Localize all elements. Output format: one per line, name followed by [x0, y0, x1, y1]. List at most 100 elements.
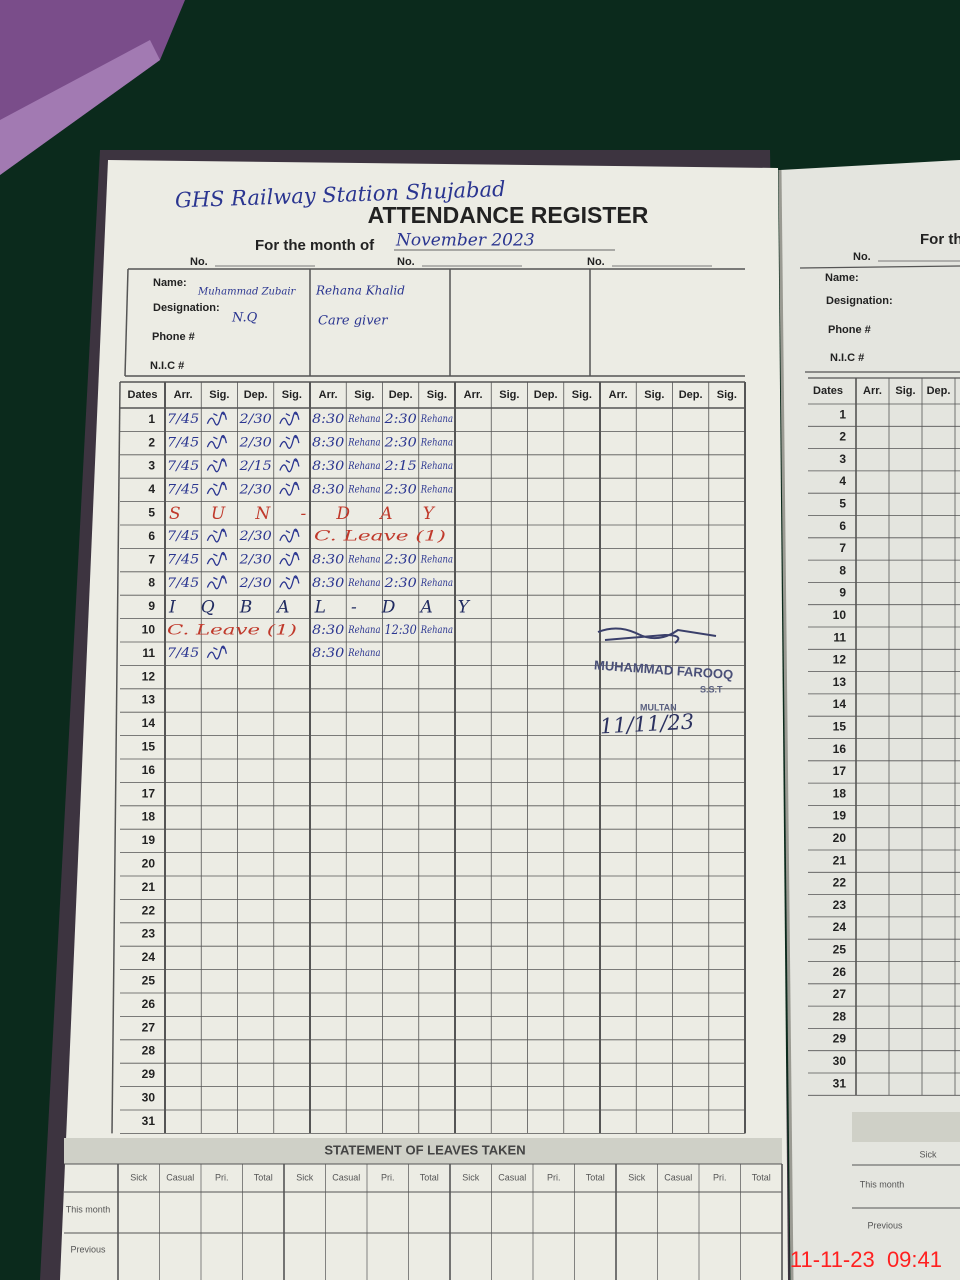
handwritten-entry: 8:30 — [312, 646, 344, 661]
left-page — [60, 160, 788, 1280]
stamp-place: MULTAN — [640, 702, 677, 712]
no-label: No. — [397, 256, 415, 268]
column-header: Sig. — [499, 389, 519, 401]
right-date-number: 22 — [833, 876, 847, 890]
handwritten-entry: 7/45 — [167, 553, 199, 568]
employee-designation: N.Q — [231, 311, 258, 326]
handwritten-entry: 2:30 — [383, 436, 416, 451]
right-date-number: 14 — [833, 697, 847, 711]
leaves-column: Sick — [628, 1172, 646, 1182]
no-label: No. — [587, 256, 605, 268]
date-number: 31 — [142, 1114, 156, 1128]
handwritten-entry: 2/15 — [238, 459, 271, 474]
column-header: Arr. — [174, 389, 193, 401]
date-number: 23 — [142, 927, 156, 941]
stamp-signature — [597, 627, 717, 644]
leaves-column: Casual — [664, 1172, 692, 1182]
right-date-number: 30 — [833, 1054, 847, 1068]
right-column-header: Sig. — [895, 385, 915, 397]
leaves-row: Previous — [70, 1244, 106, 1254]
column-header: Dates — [128, 389, 158, 401]
leaves-column: Sick — [296, 1172, 314, 1182]
right-date-number: 26 — [833, 965, 847, 979]
right-leaves-band — [852, 1112, 960, 1142]
right-month-label: For th — [920, 231, 960, 248]
handwritten-entry: 2/30 — [238, 553, 271, 568]
date-number: 25 — [142, 973, 156, 987]
date-number: 5 — [148, 505, 155, 519]
handwritten-entry: 2:30 — [383, 412, 416, 427]
handwritten-entry: 2:15 — [383, 459, 416, 474]
column-header: Arr. — [464, 389, 483, 401]
right-column-header: Arr. — [863, 385, 882, 397]
rule-line — [799, 265, 960, 269]
signature-scribble — [206, 458, 228, 473]
day-note: I Q B A L - D A Y — [168, 597, 471, 617]
signature-scribble — [279, 434, 300, 449]
leaves-column: Pri. — [547, 1172, 561, 1182]
leaves-column: Casual — [166, 1172, 194, 1182]
right-date-number: 5 — [839, 497, 846, 511]
right-name-label: Name: — [825, 272, 859, 284]
right-date-number: 25 — [833, 943, 847, 957]
column-header: Dep. — [679, 389, 703, 401]
right-nic-label: N.I.C # — [830, 352, 864, 364]
handwritten-entry: 2:30 — [383, 482, 416, 497]
column-header: Sig. — [427, 389, 447, 401]
date-number: 20 — [142, 856, 156, 870]
handwritten-entry: Rehana — [420, 555, 453, 566]
handwritten-entry: 2/30 — [238, 529, 271, 544]
right-column-header: Dep. — [927, 385, 951, 397]
handwritten-entry: 8:30 — [312, 553, 344, 568]
leaves-column: Pri. — [215, 1172, 229, 1182]
handwritten-entry: 8:30 — [312, 576, 344, 591]
handwritten-entry: 7/45 — [167, 576, 199, 591]
handwritten-entry: 2:30 — [383, 576, 416, 591]
register-title: ATTENDANCE REGISTER — [368, 202, 649, 228]
handwritten-entry: Rehana — [420, 484, 453, 495]
leave-note: C. Leave (1) — [314, 529, 446, 545]
handwritten-entry: 8:30 — [312, 436, 344, 451]
right-date-number: 17 — [833, 764, 847, 778]
handwritten-entry: Rehana — [347, 461, 380, 472]
date-number: 17 — [142, 786, 156, 800]
spine — [778, 169, 794, 1280]
handwritten-entry: Rehana — [420, 461, 453, 472]
column-header: Dep. — [389, 389, 413, 401]
handwritten-entry: 7/45 — [167, 529, 199, 544]
right-leaves-row: Previous — [867, 1220, 903, 1230]
handwritten-entry: 12:30 — [385, 623, 417, 638]
column-header: Dep. — [534, 389, 558, 401]
right-page — [780, 160, 960, 1280]
handwritten-entry: Rehana — [347, 555, 380, 566]
column-header: Sig. — [717, 389, 737, 401]
signature-scribble — [206, 481, 228, 496]
signature-scribble — [206, 551, 228, 566]
right-date-number: 20 — [833, 831, 847, 845]
right-date-number: 2 — [839, 430, 846, 444]
date-number: 13 — [142, 693, 156, 707]
leaves-column: Casual — [498, 1172, 526, 1182]
right-date-number: 23 — [833, 898, 847, 912]
signature-scribble — [279, 528, 300, 543]
leaves-column: Sick — [130, 1172, 148, 1182]
leaves-column: Casual — [332, 1172, 360, 1182]
right-leaves-row: This month — [860, 1179, 905, 1189]
date-number: 24 — [142, 950, 156, 964]
date-number: 27 — [142, 1020, 156, 1034]
right-date-number: 29 — [833, 1032, 847, 1046]
leaves-column: Total — [254, 1172, 273, 1182]
handwritten-entry: Rehana — [420, 578, 453, 589]
signature-scribble — [206, 411, 228, 426]
handwritten-entry: 2/30 — [238, 482, 271, 497]
right-leaves-column: Sick — [919, 1149, 937, 1159]
right-date-number: 28 — [833, 1009, 847, 1023]
date-number: 8 — [148, 576, 155, 590]
column-header: Arr. — [319, 389, 338, 401]
handwritten-entry: Rehana — [347, 578, 380, 589]
right-designation-label: Designation: — [826, 295, 893, 307]
handwritten-entry: 8:30 — [312, 482, 344, 497]
date-number: 11 — [142, 646, 155, 660]
signature-scribble — [206, 645, 228, 660]
signature-scribble — [206, 528, 228, 543]
